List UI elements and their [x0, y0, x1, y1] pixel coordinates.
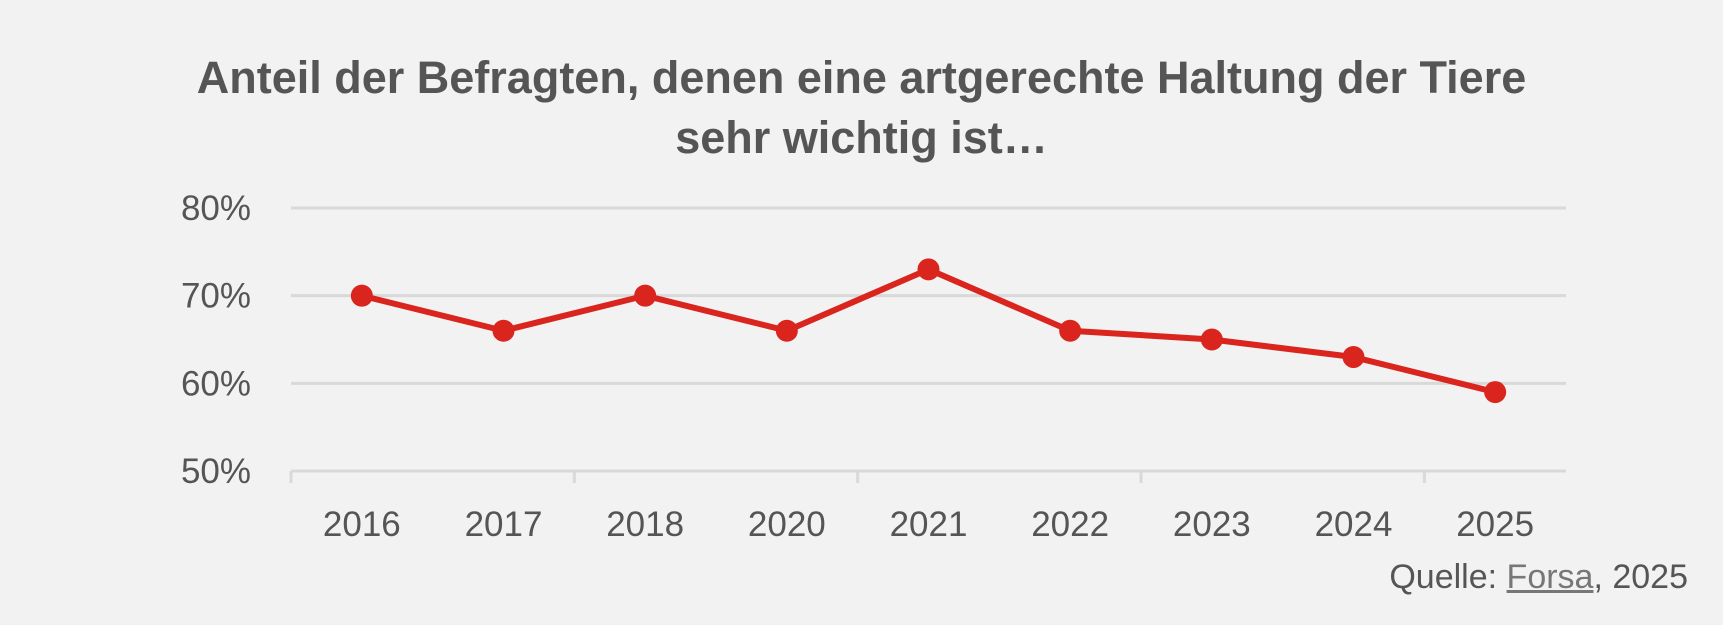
y-axis-tick-labels: 50% 60% 70% 80%: [181, 189, 251, 491]
y-tick-label: 50%: [181, 452, 251, 491]
chart-title: Anteil der Befragten, denen eine artgere…: [0, 48, 1723, 168]
y-tick-label: 70%: [181, 277, 251, 316]
data-point-2021[interactable]: [917, 258, 940, 281]
data-point-2024[interactable]: [1342, 346, 1365, 369]
x-tick-label: 2023: [1173, 505, 1251, 544]
data-point-2018[interactable]: [634, 284, 657, 307]
x-tick-label: 2018: [606, 505, 684, 544]
source-prefix: Quelle:: [1389, 558, 1507, 596]
chart-title-line-2: sehr wichtig ist…: [675, 112, 1048, 163]
chart-title-line-1: Anteil der Befragten, denen eine artgere…: [196, 52, 1527, 103]
data-point-2020[interactable]: [775, 319, 798, 342]
x-tick-label: 2025: [1456, 505, 1534, 544]
gridlines: [291, 206, 1566, 385]
data-points: [350, 258, 1507, 404]
data-point-2017[interactable]: [492, 319, 515, 342]
x-axis: [289, 469, 1566, 483]
x-axis-tick-labels: 2016 2017 2018 2020 2021 2022 2023 2024 2025: [323, 505, 1534, 544]
y-tick-label: 80%: [181, 189, 251, 228]
x-tick-label: 2024: [1315, 505, 1393, 544]
x-tick-label: 2017: [465, 505, 543, 544]
x-tick-label: 2016: [323, 505, 401, 544]
data-point-2016[interactable]: [350, 284, 373, 307]
series-line-0: [361, 266, 1496, 396]
series-line: [361, 266, 1496, 396]
x-tick-label: 2022: [1031, 505, 1109, 544]
source-note: Quelle: Forsa, 2025: [1389, 558, 1688, 597]
x-tick-label: 2021: [890, 505, 968, 544]
source-link[interactable]: Forsa: [1506, 558, 1594, 596]
data-point-2023[interactable]: [1200, 328, 1223, 351]
y-tick-label: 60%: [181, 364, 251, 403]
x-tick-label: 2020: [748, 505, 826, 544]
data-point-2025[interactable]: [1484, 381, 1507, 404]
source-suffix: , 2025: [1593, 558, 1688, 596]
data-point-2022[interactable]: [1059, 319, 1082, 342]
